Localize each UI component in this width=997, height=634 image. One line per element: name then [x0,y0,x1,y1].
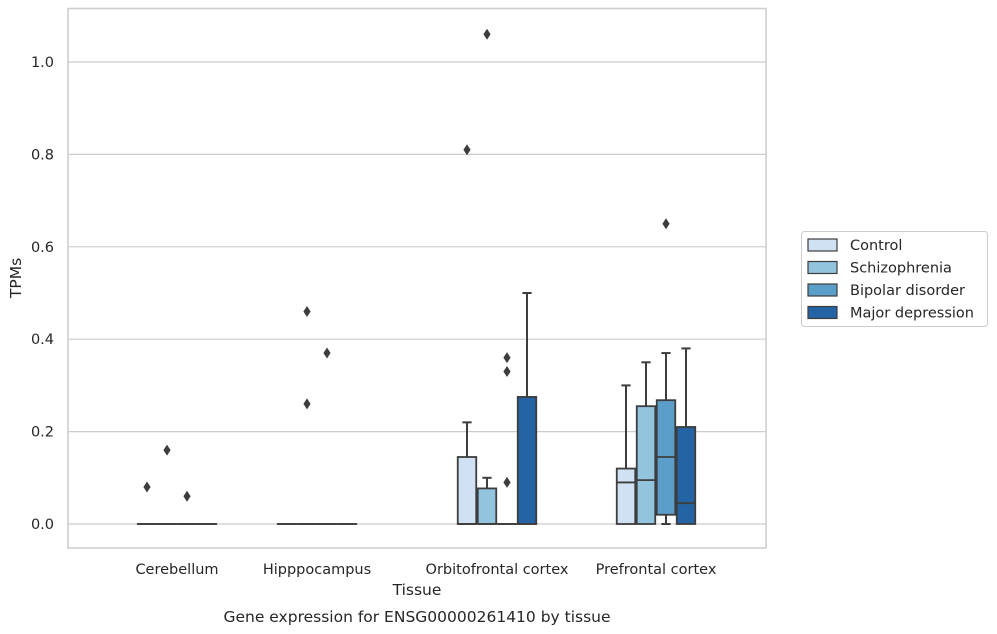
legend-item: Control [807,238,902,254]
box-body [516,396,538,525]
legend-item: Schizophrenia [807,260,952,277]
figure-caption: Gene expression for ENSG00000261410 by t… [223,608,610,626]
x-axis-title: Tissue [392,581,442,599]
outlier-point [303,305,311,317]
legend: Control Schizophrenia Bipolar disorder Majo… [801,231,988,327]
box-body [456,456,478,525]
outlier-point [303,398,311,410]
legend-label: Schizophrenia [850,261,952,277]
x-tick-label: Cerebellum [135,562,218,578]
y-tick-label: 0.6 [31,240,54,256]
box-major-depression [675,347,697,525]
legend-swatch [807,260,838,275]
outlier-point [662,218,670,230]
box-control [615,384,637,525]
legend-frame [801,231,988,327]
box-schizophrenia [156,444,178,525]
outlier-point [323,347,331,359]
box-schizophrenia [296,305,318,525]
outlier-point [503,366,511,378]
y-tick-label: 0.2 [31,425,54,441]
box-body [675,426,697,525]
box-major-depression [516,292,538,525]
x-tick-label: Prefrontal cortex [596,562,717,578]
outlier-point [463,144,471,156]
box-control [136,481,158,525]
legend-item: Bipolar disorder [807,283,965,299]
legend-swatch [807,283,838,297]
y-tick-label: 0.4 [31,332,54,348]
box-bipolar-disorder [176,490,198,525]
outlier-point [503,352,511,364]
x-tick-label: Orbitofrontal cortex [426,562,569,578]
outlier-point [143,481,151,493]
legend-item: Major depression [807,305,974,322]
box-schizophrenia [635,361,657,525]
box-bipolar-disorder [316,347,338,525]
legend-swatch [807,305,838,320]
x-tick-label: Hipppocampus [263,562,371,578]
box-body [635,405,657,525]
y-tick-label: 0.8 [31,147,54,163]
y-axis-title: TPMs [7,258,25,299]
x-axis-ticks: Cerebellum Hipppocampus Orbitofrontal cort… [135,562,716,578]
legend-swatch [807,238,838,252]
outlier-point [503,476,511,488]
y-tick-label: 1.0 [31,55,54,71]
outlier-point [163,444,171,456]
box-body [476,487,498,525]
boxes [136,28,697,525]
legend-label: Bipolar disorder [850,283,965,299]
box-body [615,467,637,525]
y-axis-ticks: 0.0 0.2 0.4 0.6 0.8 1.0 [31,55,54,533]
box-schizophrenia [476,28,498,525]
outlier-point [483,28,491,40]
box-control [456,144,478,525]
legend-label: Control [850,238,902,254]
y-tick-label: 0.0 [31,517,54,533]
box-bipolar-disorder [655,218,677,525]
box-bipolar-disorder [496,352,518,525]
outlier-point [183,490,191,502]
legend-label: Major depression [850,306,974,322]
